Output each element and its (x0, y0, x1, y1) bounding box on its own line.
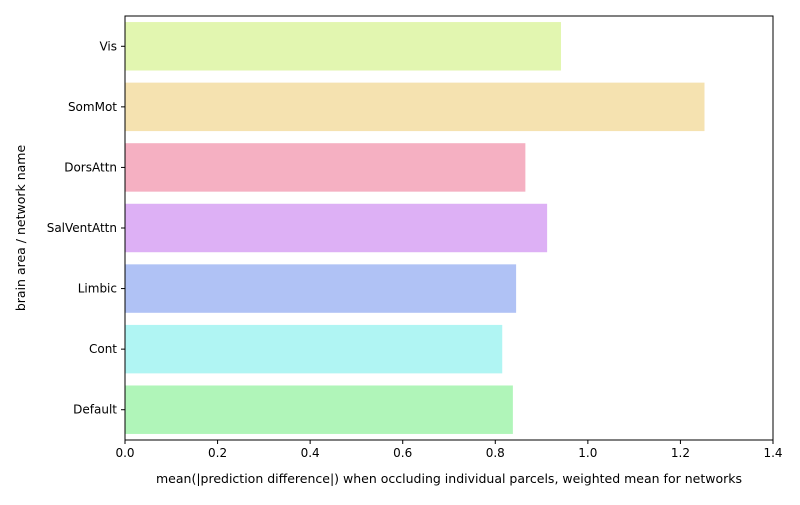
x-tick-label: 1.4 (763, 446, 782, 460)
x-tick-label: 1.0 (578, 446, 597, 460)
y-tick-label-vis: Vis (99, 39, 117, 53)
x-tick-label: 0.8 (486, 446, 505, 460)
bar-salventattn (125, 203, 548, 253)
x-tick-label: 1.2 (671, 446, 690, 460)
y-tick-label-default: Default (73, 403, 117, 417)
x-tick-label: 0.4 (301, 446, 320, 460)
bar-cont (125, 324, 503, 374)
x-tick-label: 0.2 (208, 446, 227, 460)
bar-sommot (125, 82, 705, 132)
y-tick-label-salventattn: SalVentAttn (47, 221, 117, 235)
y-tick-label-sommot: SomMot (68, 100, 117, 114)
y-tick-label-limbic: Limbic (78, 282, 117, 296)
bar-default (125, 385, 513, 434)
bar-vis (125, 22, 562, 71)
x-tick-label: 0.6 (393, 446, 412, 460)
bar-dorsattn (125, 143, 526, 192)
y-tick-label-cont: Cont (89, 342, 117, 356)
y-axis-title: brain area / network name (13, 145, 28, 312)
ticks-layer: Vis SomMot DorsAttn SalVentAttn Limbic Cont De… (47, 39, 783, 460)
plot-frame (124, 15, 774, 441)
x-axis-title: mean(|prediction difference|) when occlu… (156, 471, 742, 486)
x-tick-label: 0.0 (115, 446, 134, 460)
y-tick-label-dorsattn: DorsAttn (64, 160, 117, 174)
bars-layer (125, 22, 705, 434)
bar-limbic (125, 264, 517, 313)
